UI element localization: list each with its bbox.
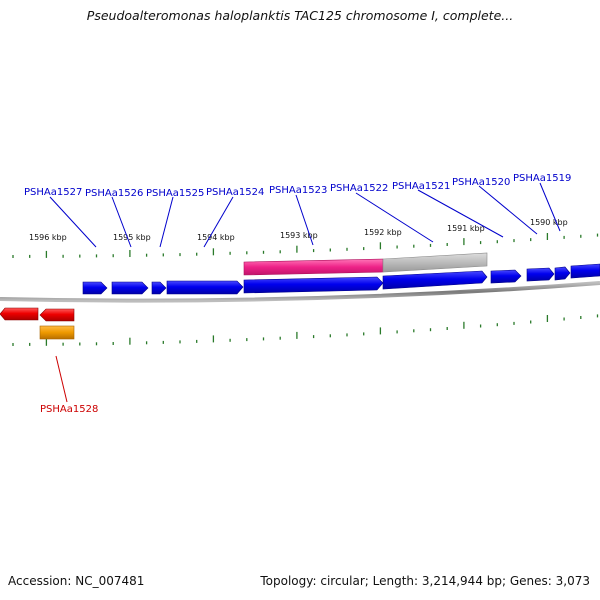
gene-arrow-forward[interactable]	[166, 280, 244, 295]
gene-label[interactable]: PSHAa1522	[330, 183, 388, 194]
forward-strand-genes	[82, 263, 600, 295]
gene-label[interactable]: PSHAa1525	[146, 188, 204, 199]
gene-arrow-forward[interactable]	[243, 276, 384, 294]
kbp-label: 1593 kbp	[280, 231, 318, 240]
kbp-tick-ruler-lower	[12, 314, 599, 346]
map-title: Pseudoalteromonas haloplanktis TAC125 ch…	[86, 8, 514, 23]
kbp-tick-ruler-upper	[12, 233, 599, 258]
gene-label[interactable]: PSHAa1519	[513, 173, 571, 184]
gene-arrow-forward[interactable]	[382, 270, 488, 290]
gene-arrow-forward[interactable]	[82, 281, 108, 295]
gene-arrow-forward[interactable]	[570, 263, 600, 279]
gene-label-leaders	[49, 182, 561, 403]
chromosome-backbone	[0, 281, 600, 303]
accession-text: Accession: NC_007481	[8, 574, 145, 588]
gene-arrow-forward[interactable]	[526, 267, 555, 282]
gene-label[interactable]: PSHAa1520	[452, 177, 510, 188]
gene-label[interactable]: PSHAa1526	[85, 188, 143, 199]
gene-arrow-forward[interactable]	[111, 281, 149, 295]
gene-label[interactable]: PSHAa1523	[269, 185, 327, 196]
genome-summary-text: Topology: circular; Length: 3,214,944 bp…	[260, 574, 590, 588]
feature-band-orange[interactable]	[39, 325, 75, 340]
kbp-label: 1592 kbp	[364, 228, 402, 237]
kbp-label: 1594 kbp	[197, 233, 235, 242]
gene-arrow-forward[interactable]	[490, 269, 522, 284]
gene-label[interactable]: PSHAa1528	[40, 404, 98, 415]
gene-label[interactable]: PSHAa1524	[206, 187, 264, 198]
kbp-label: 1596 kbp	[29, 233, 67, 242]
gene-arrow-forward[interactable]	[554, 266, 571, 281]
kbp-label: 1595 kbp	[113, 233, 151, 242]
reverse-strand-genes	[0, 307, 75, 322]
gene-label[interactable]: PSHAa1521	[392, 181, 450, 192]
gene-labels: PSHAa1527 PSHAa1526 PSHAa1525 PSHAa1524 …	[24, 173, 571, 415]
kbp-label: 1591 kbp	[447, 224, 485, 233]
gene-label[interactable]: PSHAa1527	[24, 187, 82, 198]
gene-arrow-reverse[interactable]	[0, 307, 39, 321]
feature-band-pink[interactable]	[243, 258, 384, 276]
feature-band-gray[interactable]	[382, 252, 488, 273]
kbp-label: 1590 kbp	[530, 218, 568, 227]
kbp-labels: 1596 kbp 1595 kbp 1594 kbp 1593 kbp 1592…	[29, 218, 568, 242]
gene-arrow-forward[interactable]	[151, 281, 167, 295]
gene-arrow-reverse[interactable]	[39, 308, 75, 322]
